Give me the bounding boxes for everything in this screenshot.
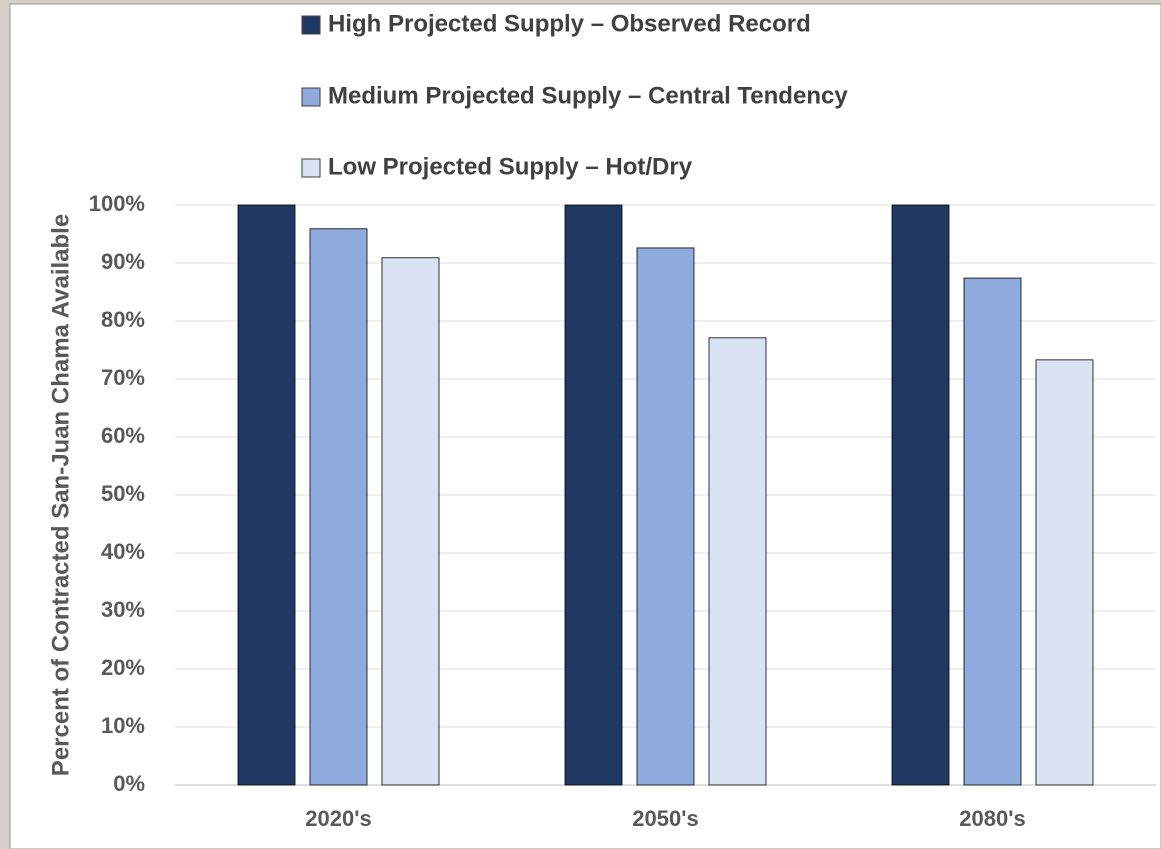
y-tick-label: 30%	[101, 597, 145, 622]
bar	[309, 228, 368, 786]
y-tick-label: 70%	[101, 365, 145, 390]
y-tick-label: 50%	[101, 481, 145, 506]
legend-label: High Projected Supply – Observed Record	[328, 10, 811, 37]
y-tick-label: 20%	[101, 655, 145, 680]
bar	[891, 204, 950, 786]
legend-swatch	[301, 87, 321, 107]
y-tick-label: 0%	[113, 771, 145, 796]
legend-swatch	[301, 158, 321, 178]
x-tick-label: 2080's	[959, 806, 1025, 831]
bar	[1035, 359, 1094, 786]
bar	[237, 204, 296, 786]
y-tick-label: 80%	[101, 307, 145, 332]
legend-swatch	[301, 15, 321, 35]
y-tick-label: 10%	[101, 713, 145, 738]
bar	[636, 247, 695, 786]
y-tick-label: 40%	[101, 539, 145, 564]
y-tick-label: 90%	[101, 249, 145, 274]
y-tick-label: 60%	[101, 423, 145, 448]
legend-label: Low Projected Supply – Hot/Dry	[328, 153, 693, 180]
bar	[708, 337, 767, 786]
bar	[963, 277, 1022, 786]
bar	[381, 257, 440, 786]
y-tick-label: 100%	[89, 191, 145, 216]
x-tick-label: 2020's	[305, 806, 371, 831]
bar	[564, 204, 623, 786]
x-tick-label: 2050's	[632, 806, 698, 831]
y-axis-label: Percent of Contracted San-Juan Chama Ava…	[47, 214, 74, 776]
legend-label: Medium Projected Supply – Central Tenden…	[328, 82, 848, 109]
